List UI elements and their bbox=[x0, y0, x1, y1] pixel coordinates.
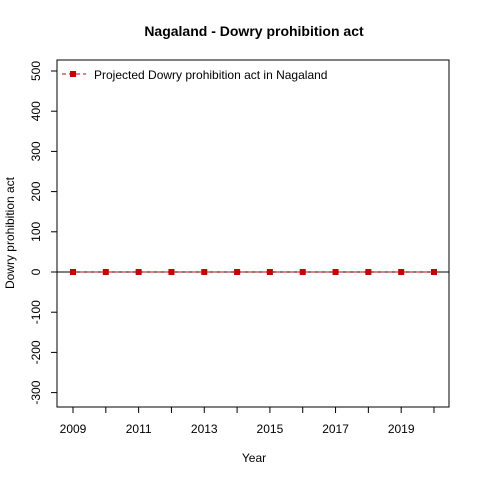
x-tick-label: 2013 bbox=[191, 422, 218, 436]
x-tick-label: 2015 bbox=[257, 422, 284, 436]
y-tick-label: 400 bbox=[29, 101, 43, 121]
data-point bbox=[266, 269, 273, 275]
data-point bbox=[365, 269, 372, 275]
data-point bbox=[70, 269, 76, 275]
data-point bbox=[299, 269, 306, 275]
legend-entry-projected: Projected Dowry prohibition act in Nagal… bbox=[94, 68, 327, 82]
y-tick-label: -300 bbox=[29, 380, 43, 404]
legend-square-marker bbox=[70, 71, 76, 77]
plot-frame bbox=[56, 59, 450, 408]
y-tick-label: -100 bbox=[29, 300, 43, 324]
x-axis-label: Year bbox=[242, 451, 266, 465]
y-tick-label: 200 bbox=[29, 181, 43, 201]
series-layer bbox=[70, 269, 437, 275]
data-point bbox=[332, 269, 339, 275]
y-tick-label: 100 bbox=[29, 221, 43, 241]
y-tick-label: 0 bbox=[29, 268, 43, 275]
y-tick-label: -200 bbox=[29, 340, 43, 364]
x-tick-label: 2019 bbox=[388, 422, 415, 436]
x-axis: 2009 2011 2013 2015 2017 2019 bbox=[60, 407, 435, 436]
legend: Projected Dowry prohibition act in Nagal… bbox=[62, 68, 327, 82]
data-point bbox=[135, 269, 142, 275]
x-tick-label: 2009 bbox=[60, 422, 87, 436]
data-point bbox=[234, 269, 241, 275]
chart-title: Nagaland - Dowry prohibition act bbox=[144, 23, 364, 39]
x-tick-label: 2017 bbox=[322, 422, 349, 436]
data-point bbox=[201, 269, 208, 275]
data-point bbox=[102, 269, 109, 275]
y-axis: -300 -200 -100 0 100 200 300 400 500 bbox=[29, 61, 57, 405]
x-tick-label: 2011 bbox=[126, 422, 152, 436]
y-axis-label: Dowry prohibition act bbox=[3, 176, 17, 289]
y-tick-label: 500 bbox=[29, 61, 43, 81]
data-point bbox=[398, 269, 405, 275]
y-tick-label: 300 bbox=[29, 141, 43, 161]
data-point bbox=[168, 269, 175, 275]
data-point bbox=[431, 269, 437, 275]
